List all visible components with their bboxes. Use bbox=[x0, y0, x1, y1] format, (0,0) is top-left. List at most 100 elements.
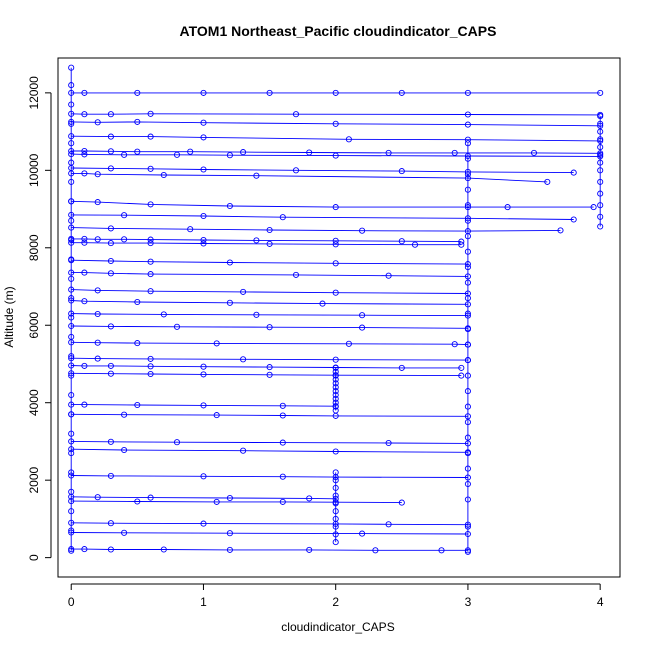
data-point bbox=[319, 300, 326, 307]
data-point bbox=[464, 450, 471, 457]
y-tick-label: 2000 bbox=[27, 467, 41, 494]
data-point bbox=[385, 521, 392, 528]
data-point bbox=[68, 120, 75, 127]
data-point bbox=[240, 149, 247, 156]
data-point bbox=[597, 151, 604, 158]
data-point bbox=[464, 140, 471, 147]
data-point bbox=[107, 438, 114, 445]
data-point bbox=[292, 271, 300, 278]
data-point bbox=[279, 214, 286, 221]
series-line bbox=[71, 153, 601, 157]
data-point bbox=[385, 439, 392, 447]
series-line bbox=[71, 135, 601, 142]
data-point bbox=[200, 134, 207, 141]
data-point bbox=[332, 395, 339, 402]
series-18 bbox=[68, 322, 471, 332]
data-point bbox=[68, 82, 75, 89]
series-9 bbox=[68, 211, 577, 223]
data-point bbox=[107, 148, 114, 155]
series-line bbox=[71, 214, 574, 220]
data-point bbox=[68, 430, 75, 437]
data-point bbox=[134, 298, 141, 306]
data-point bbox=[464, 279, 471, 286]
data-point bbox=[68, 178, 75, 185]
data-point bbox=[81, 298, 88, 305]
series-36 bbox=[332, 364, 339, 414]
data-point bbox=[266, 324, 273, 331]
x-axis-label: cloudindicator_CAPS bbox=[281, 620, 394, 634]
data-point bbox=[332, 241, 339, 248]
data-point bbox=[597, 167, 604, 174]
data-point bbox=[200, 473, 207, 480]
series-line bbox=[71, 440, 468, 444]
data-point bbox=[398, 238, 405, 245]
data-point bbox=[68, 217, 75, 224]
series-26 bbox=[68, 446, 471, 456]
data-point bbox=[81, 546, 88, 553]
series-33 bbox=[68, 64, 75, 554]
series-line bbox=[71, 121, 601, 127]
data-point bbox=[94, 494, 101, 501]
series-line bbox=[71, 272, 468, 277]
data-point bbox=[226, 494, 233, 502]
data-point bbox=[68, 391, 75, 399]
data-point bbox=[240, 356, 247, 363]
data-point bbox=[134, 498, 141, 505]
data-point bbox=[451, 341, 458, 348]
data-point bbox=[107, 472, 114, 479]
data-point bbox=[68, 256, 75, 263]
series-line bbox=[71, 200, 594, 208]
data-point bbox=[464, 217, 471, 224]
data-point bbox=[292, 167, 300, 174]
data-point bbox=[464, 357, 471, 364]
series-line bbox=[71, 242, 462, 246]
series-0 bbox=[68, 89, 604, 96]
data-point bbox=[332, 399, 339, 406]
data-point bbox=[68, 64, 75, 71]
series-line bbox=[71, 404, 336, 407]
data-point bbox=[94, 310, 101, 318]
data-point bbox=[68, 314, 75, 321]
data-point bbox=[266, 240, 273, 247]
series-line bbox=[71, 500, 402, 504]
series-10 bbox=[68, 224, 564, 235]
data-point bbox=[332, 407, 339, 414]
data-point bbox=[107, 165, 114, 172]
data-point bbox=[332, 469, 339, 476]
data-point bbox=[332, 492, 339, 499]
data-point bbox=[332, 152, 339, 159]
data-point bbox=[200, 371, 207, 378]
data-point bbox=[597, 144, 604, 151]
series-3 bbox=[68, 133, 604, 144]
data-point bbox=[279, 439, 286, 446]
data-point bbox=[464, 111, 471, 118]
data-point bbox=[121, 236, 128, 243]
data-point bbox=[464, 155, 471, 162]
data-point bbox=[94, 199, 101, 206]
series-line bbox=[71, 357, 468, 361]
data-point bbox=[332, 391, 339, 399]
data-point bbox=[332, 388, 339, 395]
data-point bbox=[94, 355, 101, 362]
data-point bbox=[597, 190, 604, 197]
data-point bbox=[597, 113, 604, 120]
data-point bbox=[570, 216, 577, 223]
data-point bbox=[464, 89, 471, 96]
plot-area bbox=[68, 64, 604, 555]
y-tick-label: 12000 bbox=[27, 76, 41, 110]
data-point bbox=[332, 120, 339, 127]
data-point bbox=[464, 341, 471, 348]
data-point bbox=[213, 340, 220, 347]
data-point bbox=[134, 401, 141, 409]
data-point bbox=[398, 364, 405, 371]
data-point bbox=[200, 119, 207, 126]
y-tick-label: 8000 bbox=[27, 234, 41, 261]
data-point bbox=[200, 236, 207, 244]
data-point bbox=[359, 530, 366, 537]
data-point bbox=[68, 450, 75, 457]
data-point bbox=[359, 227, 366, 234]
data-point bbox=[81, 170, 88, 177]
data-point bbox=[464, 295, 471, 302]
data-point bbox=[597, 128, 604, 135]
x-tick-label: 2 bbox=[332, 595, 339, 609]
